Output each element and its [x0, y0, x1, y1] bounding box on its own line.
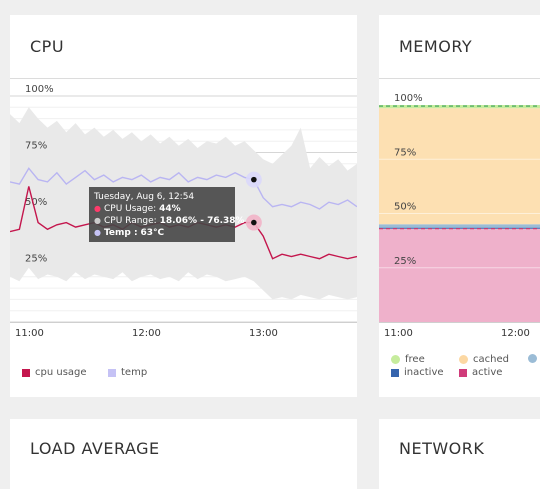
load-average-title: LOAD AVERAGE	[30, 439, 160, 458]
cpu-x-tick-label: 13:00	[249, 328, 278, 339]
tooltip-usage-row: ● CPU Usage: 44%	[94, 203, 230, 215]
memory-legend: free cached inactive active	[391, 354, 540, 384]
memory-x-tick-label: 11:00	[384, 328, 413, 339]
memory-area-cached	[379, 108, 540, 225]
inactive-swatch	[391, 368, 399, 377]
cpu-x-tick-label: 12:00	[132, 328, 161, 339]
range-bullet-icon: ●	[94, 216, 101, 225]
legend-label-cpu-usage: cpu usage	[35, 367, 87, 378]
usage-hover-point	[251, 219, 257, 226]
cpu-card: CPU 100% 75% 50% 25% cpu usage temp Tuesday…	[10, 15, 357, 397]
temp-swatch	[108, 368, 116, 377]
tooltip-temp-value: 63°C	[140, 228, 165, 238]
legend-item-inactive[interactable]: inactive	[391, 367, 444, 378]
memory-chart-area[interactable]: 100% 75% 50% 25%	[379, 78, 540, 323]
cached-dot-icon	[459, 355, 468, 364]
tooltip-temp-label: Temp :	[103, 228, 138, 238]
memory-chart[interactable]: 100% 75% 50% 25%	[379, 79, 540, 322]
memory-y-tick-label: 75%	[394, 147, 416, 158]
temp-bullet-icon: ●	[94, 228, 101, 237]
memory-y-tick-label: 25%	[394, 256, 416, 267]
tooltip-range-row: ● CPU Range: 18.06% - 76.38%	[94, 215, 245, 227]
legend-item-other[interactable]	[528, 354, 540, 363]
legend-label-inactive: inactive	[404, 367, 444, 378]
legend-label-temp: temp	[121, 367, 148, 378]
tooltip-usage-label: CPU Usage:	[103, 204, 157, 214]
cpu-y-tick-label: 25%	[25, 254, 47, 265]
memory-card: MEMORY 100% 75% 50% 25% free cached inactiv…	[379, 15, 540, 397]
tooltip-range-value: 18.06% - 76.38%	[159, 216, 245, 226]
memory-y-tick-label: 50%	[394, 202, 416, 213]
memory-area-active	[379, 228, 540, 322]
tooltip-temp-row: ● Temp : 63°C	[94, 227, 230, 239]
other-dot-icon	[528, 354, 537, 363]
memory-y-tick-label: 100%	[394, 93, 423, 104]
memory-x-tick-label: 12:00	[501, 328, 530, 339]
memory-area-other	[379, 224, 540, 228]
memory-title: MEMORY	[399, 37, 473, 56]
network-title: NETWORK	[399, 439, 485, 458]
tooltip-usage-value: 44%	[159, 204, 181, 214]
free-dot-icon	[391, 355, 400, 364]
legend-item-cpu-usage[interactable]: cpu usage	[22, 367, 87, 378]
cpu-y-tick-label: 75%	[25, 141, 47, 152]
legend-item-temp[interactable]: temp	[108, 367, 147, 378]
cpu-x-tick-label: 11:00	[15, 328, 44, 339]
legend-item-cached[interactable]: cached	[459, 354, 509, 365]
legend-item-free[interactable]: free	[391, 354, 425, 365]
tooltip-range-label: CPU Range:	[103, 216, 157, 226]
usage-bullet-icon: ●	[94, 204, 101, 213]
tooltip-date: Tuesday, Aug 6, 12:54	[94, 192, 195, 202]
active-swatch	[459, 368, 467, 377]
temp-hover-point	[251, 176, 257, 183]
cpu-tooltip: Tuesday, Aug 6, 12:54 ● CPU Usage: 44% ● C…	[89, 187, 245, 242]
legend-label-active: active	[472, 367, 503, 378]
cpu-title: CPU	[30, 37, 65, 56]
cpu-y-tick-label: 100%	[25, 84, 54, 95]
cpu-usage-swatch	[22, 368, 30, 377]
cpu-y-tick-label: 50%	[25, 197, 47, 208]
legend-item-active[interactable]: active	[459, 367, 502, 378]
cpu-legend: cpu usage temp	[22, 367, 342, 381]
cpu-series-line-temp	[10, 167, 357, 210]
load-average-card: LOAD AVERAGE	[10, 419, 357, 489]
legend-label-free: free	[405, 354, 425, 365]
network-card: NETWORK	[379, 419, 540, 489]
legend-label-cached: cached	[473, 354, 509, 365]
